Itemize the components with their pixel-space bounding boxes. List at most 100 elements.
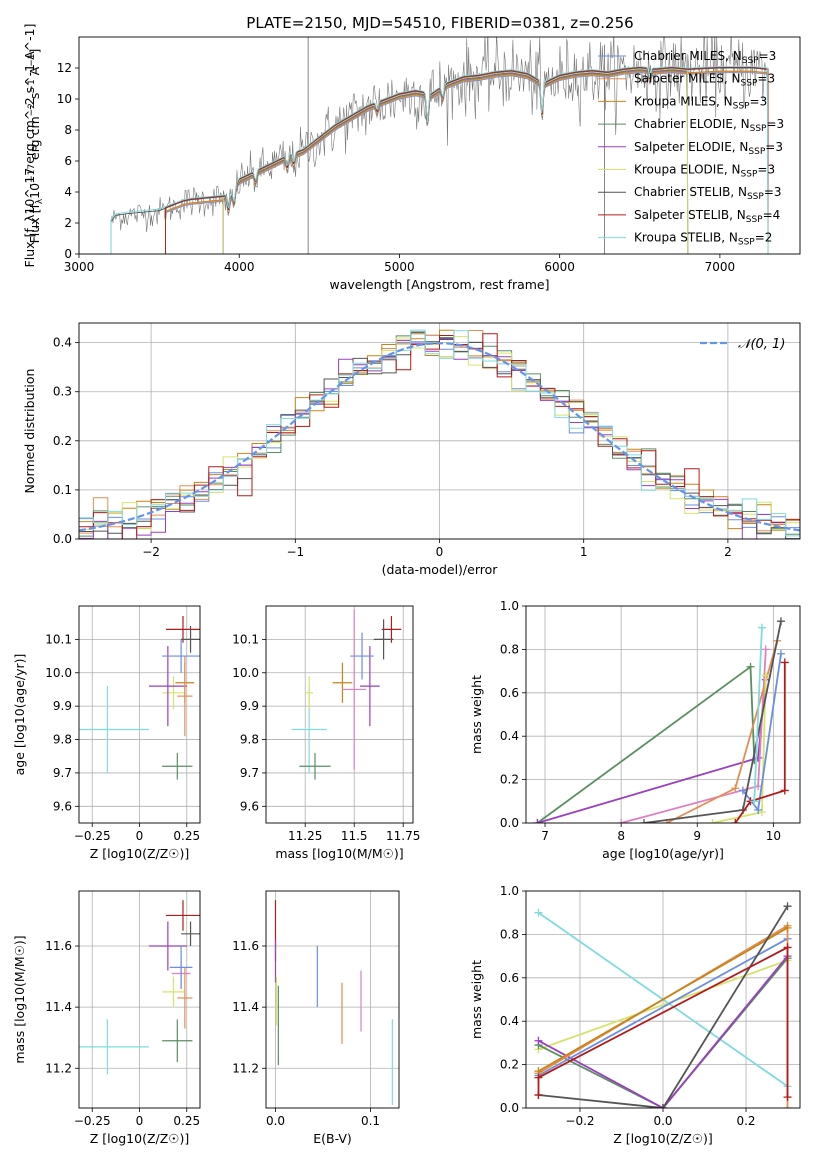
plot-area bbox=[79, 616, 200, 780]
y-tick-label: 11.4 bbox=[232, 1000, 259, 1014]
legend-label: Chabrier ELODIE, NSSP=3 bbox=[634, 117, 784, 134]
x-tick-label: 0 bbox=[136, 1114, 144, 1128]
weight-marker bbox=[659, 1104, 667, 1108]
weight-marker bbox=[738, 786, 747, 795]
weight-marker bbox=[761, 671, 770, 680]
y-tick-label: 0.1 bbox=[53, 483, 72, 497]
x-tick-label: 11.5 bbox=[341, 829, 368, 843]
weight-line bbox=[538, 955, 789, 1108]
errorbar-point bbox=[79, 686, 149, 773]
model-line bbox=[110, 67, 769, 254]
panel-6: 0.0 0.1 11.2 11.4 11.6 E(B-V) bbox=[232, 890, 400, 1146]
y-tick-label: 1.0 bbox=[500, 884, 519, 898]
x-tick-label: 5000 bbox=[384, 260, 415, 274]
legend-label: Salpeter MILES, NSSP=3 bbox=[634, 72, 775, 89]
weight-marker bbox=[533, 819, 542, 823]
legend-label: Kroupa STELIB, NSSP=2 bbox=[634, 231, 772, 248]
y-tick-label: 11.6 bbox=[45, 939, 72, 953]
errorbar-point bbox=[332, 662, 353, 703]
y-tick-label: 0.2 bbox=[500, 773, 519, 787]
x-axis-label: age [log10(age/yr)] bbox=[602, 846, 724, 861]
errorbar-point bbox=[342, 609, 366, 770]
y-tick-label: 10 bbox=[57, 92, 72, 106]
x-tick-label: 10 bbox=[766, 829, 781, 843]
y-axis-label: age [log10(age/yr)] bbox=[12, 654, 27, 776]
errorbar-point bbox=[360, 646, 380, 727]
legend: 𝒩(0, 1) bbox=[700, 337, 785, 352]
panel-5: −0.25 0 0.25 11.2 11.4 11.6 Z [log10(Z/Z☉)] mas… bbox=[12, 890, 201, 1146]
weight-line bbox=[537, 945, 789, 1098]
legend: Chabrier MILES, NSSP=3 Salpeter MILES, NS… bbox=[598, 49, 784, 248]
errorbar-point bbox=[162, 976, 185, 1008]
y-tick-label: 9.9 bbox=[53, 699, 72, 713]
model-line bbox=[165, 71, 769, 254]
plot-area bbox=[533, 617, 789, 823]
weight-marker bbox=[757, 623, 766, 632]
y-axis-label: mass [log10(M/M☉)] bbox=[12, 935, 27, 1063]
model-line bbox=[222, 69, 689, 254]
model-line bbox=[222, 69, 689, 254]
y-tick-label: 11.2 bbox=[45, 1061, 72, 1075]
plot-area bbox=[534, 902, 792, 1108]
legend-label: 𝒩(0, 1) bbox=[738, 337, 785, 352]
y-axis-label: Flux [fλ10−17 erg cm−2 s−1 A−1] bbox=[27, 49, 45, 244]
x-axis-label: Z [log10(Z/Z☉)] bbox=[90, 1131, 190, 1146]
weight-marker bbox=[639, 819, 648, 823]
x-tick-label: 0.0 bbox=[653, 1114, 672, 1128]
y-tick-label: 11.6 bbox=[232, 939, 259, 953]
model-line bbox=[165, 66, 769, 254]
errorbar-point bbox=[177, 656, 193, 737]
errorbar-point bbox=[350, 632, 374, 680]
model-line bbox=[110, 66, 769, 254]
y-tick-label: 0 bbox=[64, 247, 72, 261]
x-tick-label: 0.25 bbox=[173, 1114, 200, 1128]
y-tick-label: 0.4 bbox=[53, 336, 72, 350]
y-tick-label: 0.4 bbox=[500, 729, 519, 743]
x-tick-label: 3000 bbox=[64, 260, 95, 274]
weight-line bbox=[734, 662, 786, 823]
y-tick-label: 1.0 bbox=[500, 599, 519, 613]
y-tick-label: 2 bbox=[64, 216, 72, 230]
x-axis-label: (data-model)/error bbox=[382, 562, 499, 577]
model-line bbox=[165, 72, 769, 254]
weight-marker bbox=[783, 902, 792, 911]
panel-4: 7 8 9 10 0.0 0.2 0.4 0.6 0.8 1.0 age [log10(age/yr… bbox=[469, 599, 801, 861]
weight-marker bbox=[776, 617, 785, 626]
panel-1: −2 −1 0 1 2 0.0 0.1 0.2 0.3 0.4 (data-model)/error… bbox=[22, 322, 801, 577]
y-tick-label: 0.8 bbox=[500, 927, 519, 941]
y-tick-label: 10.1 bbox=[232, 632, 259, 646]
weight-marker bbox=[780, 786, 789, 795]
weight-marker bbox=[780, 658, 789, 667]
weight-marker bbox=[783, 1093, 792, 1102]
weight-marker bbox=[776, 649, 785, 658]
x-tick-label: 4000 bbox=[224, 260, 255, 274]
panel-2: −0.25 0 0.25 9.6 9.7 9.8 9.9 10.0 10.1 Z [log10(Z… bbox=[12, 605, 201, 861]
x-tick-label: 0.1 bbox=[361, 1114, 380, 1128]
axes-frame bbox=[78, 36, 801, 255]
errorbar-point bbox=[162, 639, 200, 673]
x-axis-label: Z [log10(Z/Z☉)] bbox=[613, 1131, 713, 1146]
y-tick-label: 9.6 bbox=[53, 799, 72, 813]
y-axis-label: Flux [f_λ10^-17 erg cm^-2 s^-1 A^-1] bbox=[22, 24, 37, 268]
weight-marker bbox=[754, 805, 763, 814]
weight-line bbox=[536, 665, 756, 823]
y-tick-label: 10.1 bbox=[45, 632, 72, 646]
y-tick-label: 0.2 bbox=[53, 434, 72, 448]
errorbar-point bbox=[181, 626, 200, 653]
y-tick-label: 9.9 bbox=[240, 699, 259, 713]
model-line bbox=[222, 68, 689, 254]
weight-line bbox=[538, 957, 789, 1108]
errorbar-point bbox=[165, 900, 200, 931]
weight-line bbox=[538, 959, 788, 1051]
x-tick-label: 0 bbox=[436, 545, 444, 559]
weight-marker bbox=[617, 819, 626, 823]
errorbar-point bbox=[162, 1019, 193, 1063]
x-tick-label: −0.2 bbox=[565, 1114, 594, 1128]
x-tick-label: −0.25 bbox=[74, 829, 111, 843]
weight-marker bbox=[783, 943, 792, 952]
y-tick-label: 0.6 bbox=[500, 971, 519, 985]
y-tick-label: 12 bbox=[57, 61, 72, 75]
plot-area bbox=[79, 900, 200, 1075]
errorbar-point bbox=[148, 921, 187, 971]
weight-marker bbox=[534, 1036, 543, 1045]
